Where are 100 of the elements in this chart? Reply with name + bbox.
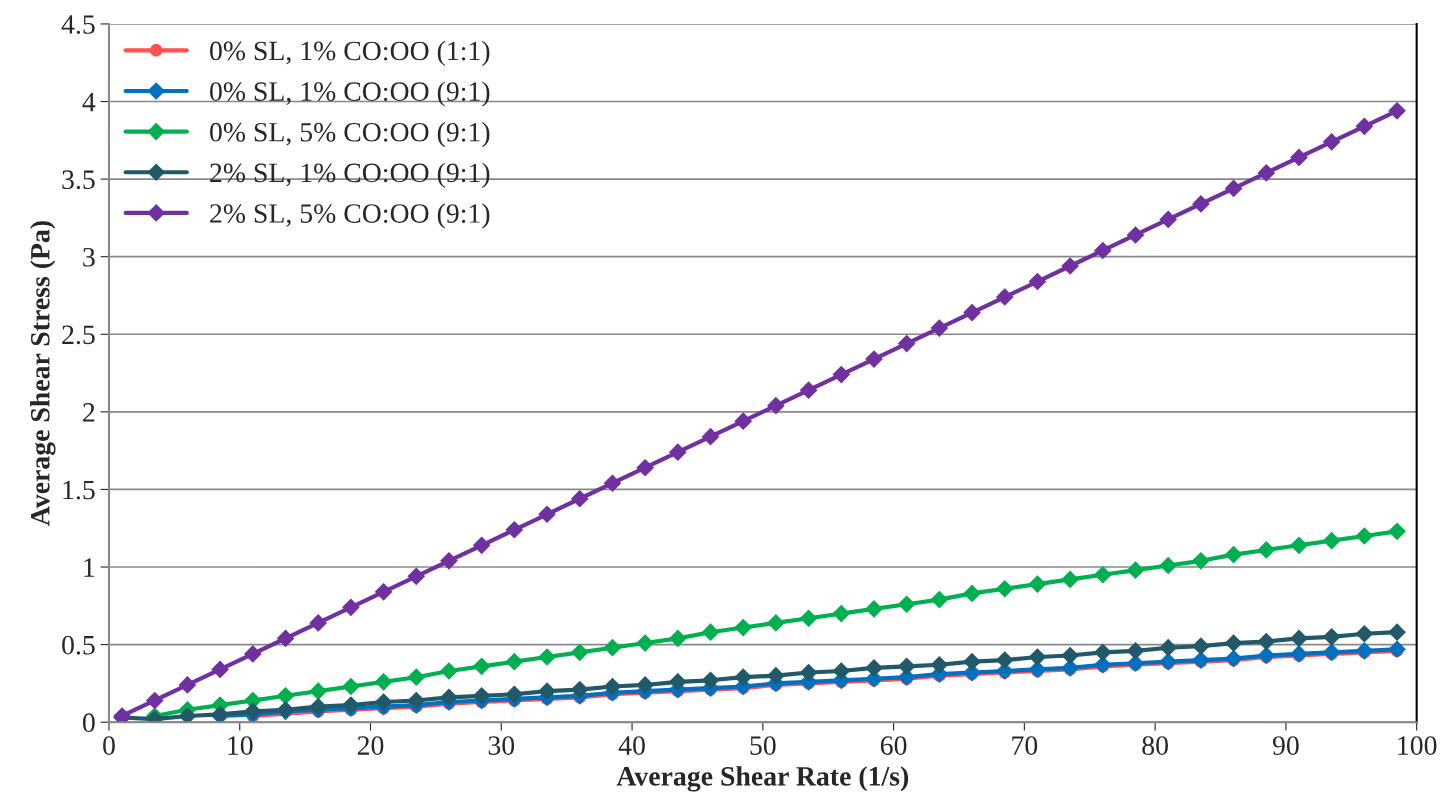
point bbox=[1355, 527, 1374, 545]
point bbox=[440, 551, 458, 570]
point bbox=[440, 662, 458, 680]
point bbox=[1355, 117, 1374, 136]
point bbox=[1028, 575, 1047, 593]
point bbox=[1159, 638, 1178, 657]
point bbox=[1257, 541, 1276, 559]
y-tick-label: 4.5 bbox=[61, 15, 95, 34]
legend-label: 2% SL, 1% CO:OO (9:1) bbox=[210, 162, 490, 188]
y-tick-label: 0 bbox=[82, 713, 95, 733]
y-tick-label: 2 bbox=[83, 403, 95, 422]
point bbox=[1290, 148, 1308, 167]
point bbox=[963, 584, 981, 603]
point bbox=[309, 682, 328, 700]
point bbox=[1126, 641, 1145, 660]
point bbox=[668, 443, 687, 462]
point bbox=[243, 645, 262, 663]
x-tick-label: 40 bbox=[618, 736, 645, 755]
point bbox=[636, 634, 654, 652]
point bbox=[1093, 565, 1112, 584]
point bbox=[1388, 522, 1406, 541]
point bbox=[865, 600, 883, 618]
point bbox=[1192, 651, 1210, 669]
point bbox=[701, 623, 720, 642]
point bbox=[1159, 210, 1178, 229]
point bbox=[342, 598, 360, 617]
point bbox=[995, 288, 1014, 306]
point bbox=[668, 673, 687, 691]
point bbox=[1192, 195, 1210, 213]
point bbox=[897, 595, 916, 614]
x-tick-label: 0 bbox=[103, 736, 115, 755]
point bbox=[734, 412, 753, 431]
point bbox=[1322, 628, 1341, 646]
point bbox=[1126, 561, 1145, 579]
x-tick-label: 90 bbox=[1272, 736, 1299, 755]
x-tick-label: 10 bbox=[228, 736, 253, 755]
point bbox=[374, 693, 393, 711]
point bbox=[701, 427, 720, 446]
point bbox=[832, 604, 851, 623]
point bbox=[1388, 623, 1406, 642]
point bbox=[178, 707, 197, 723]
point bbox=[407, 668, 426, 687]
y-axis-title: Average Shear Stress (Pa) bbox=[30, 221, 56, 526]
y-tick-label: 1 bbox=[84, 558, 95, 577]
point bbox=[1224, 634, 1243, 652]
legend-label: 0% SL, 5% CO:OO (9:1) bbox=[210, 122, 490, 148]
point bbox=[832, 365, 851, 384]
point bbox=[276, 629, 295, 648]
point bbox=[1093, 241, 1112, 260]
x-axis-title: Average Shear Rate (1/s) bbox=[616, 766, 909, 792]
point bbox=[930, 319, 949, 337]
point bbox=[1355, 641, 1374, 660]
point bbox=[1290, 536, 1308, 555]
point bbox=[472, 536, 491, 555]
point bbox=[505, 652, 524, 671]
point bbox=[145, 691, 164, 710]
legend-label: 2% SL, 5% CO:OO (9:1) bbox=[210, 203, 490, 229]
point bbox=[930, 655, 949, 674]
point bbox=[865, 350, 883, 368]
point bbox=[1061, 570, 1079, 589]
point bbox=[897, 657, 916, 676]
point bbox=[342, 677, 360, 696]
point bbox=[636, 676, 654, 694]
x-tick-label: 30 bbox=[488, 736, 515, 755]
point bbox=[1159, 556, 1178, 575]
point bbox=[1224, 179, 1243, 198]
point bbox=[995, 579, 1014, 598]
point bbox=[1388, 640, 1406, 659]
point bbox=[701, 671, 720, 690]
point bbox=[603, 638, 622, 657]
point bbox=[897, 334, 916, 353]
point bbox=[734, 618, 753, 637]
point bbox=[472, 686, 491, 705]
legend-label: 0% SL, 1% CO:OO (9:1) bbox=[210, 81, 490, 107]
point bbox=[407, 567, 426, 586]
point bbox=[538, 648, 556, 666]
y-tick-label: 1.5 bbox=[63, 480, 95, 500]
point bbox=[1355, 624, 1374, 643]
y-tick-label: 0.5 bbox=[62, 635, 95, 655]
point bbox=[1257, 164, 1276, 182]
point bbox=[538, 682, 556, 700]
point bbox=[505, 685, 524, 704]
point bbox=[472, 657, 491, 676]
point bbox=[668, 629, 687, 648]
point bbox=[211, 660, 229, 679]
point bbox=[930, 590, 949, 609]
point bbox=[505, 520, 524, 539]
point bbox=[1061, 646, 1079, 665]
point bbox=[734, 668, 753, 687]
point bbox=[342, 696, 360, 714]
y-tick-label: 3 bbox=[83, 247, 95, 267]
y-tick-label: 2.5 bbox=[62, 325, 95, 345]
point bbox=[1093, 643, 1112, 662]
point bbox=[832, 662, 851, 680]
point bbox=[276, 686, 295, 705]
point bbox=[767, 614, 785, 632]
point bbox=[1126, 226, 1145, 244]
point bbox=[767, 396, 785, 415]
point bbox=[178, 676, 197, 694]
x-tick-label: 70 bbox=[1012, 736, 1038, 755]
